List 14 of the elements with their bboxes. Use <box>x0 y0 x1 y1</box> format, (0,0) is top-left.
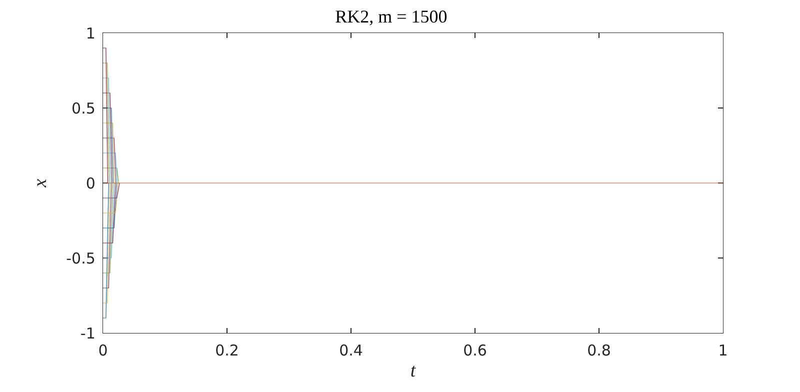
y-tick-label: 1 <box>86 24 96 42</box>
y-axis-title: x <box>30 178 51 188</box>
x-tick-label: 0.4 <box>339 342 363 360</box>
y-tick-label: -0.5 <box>66 249 96 268</box>
x-tick-label: 0.2 <box>215 342 239 360</box>
y-tick-label: 0 <box>86 174 96 192</box>
x-axis-title: t <box>410 360 416 382</box>
y-tick-label: 0.5 <box>72 99 96 118</box>
x-tick-label: 0.6 <box>463 342 487 360</box>
x-tick-label: 0.8 <box>587 342 611 360</box>
x-tick-label: 1 <box>718 342 728 360</box>
y-tick-label: -1 <box>80 324 96 342</box>
chart-title: RK2, m = 1500 <box>335 6 448 26</box>
x-tick-label: 0 <box>98 342 108 360</box>
